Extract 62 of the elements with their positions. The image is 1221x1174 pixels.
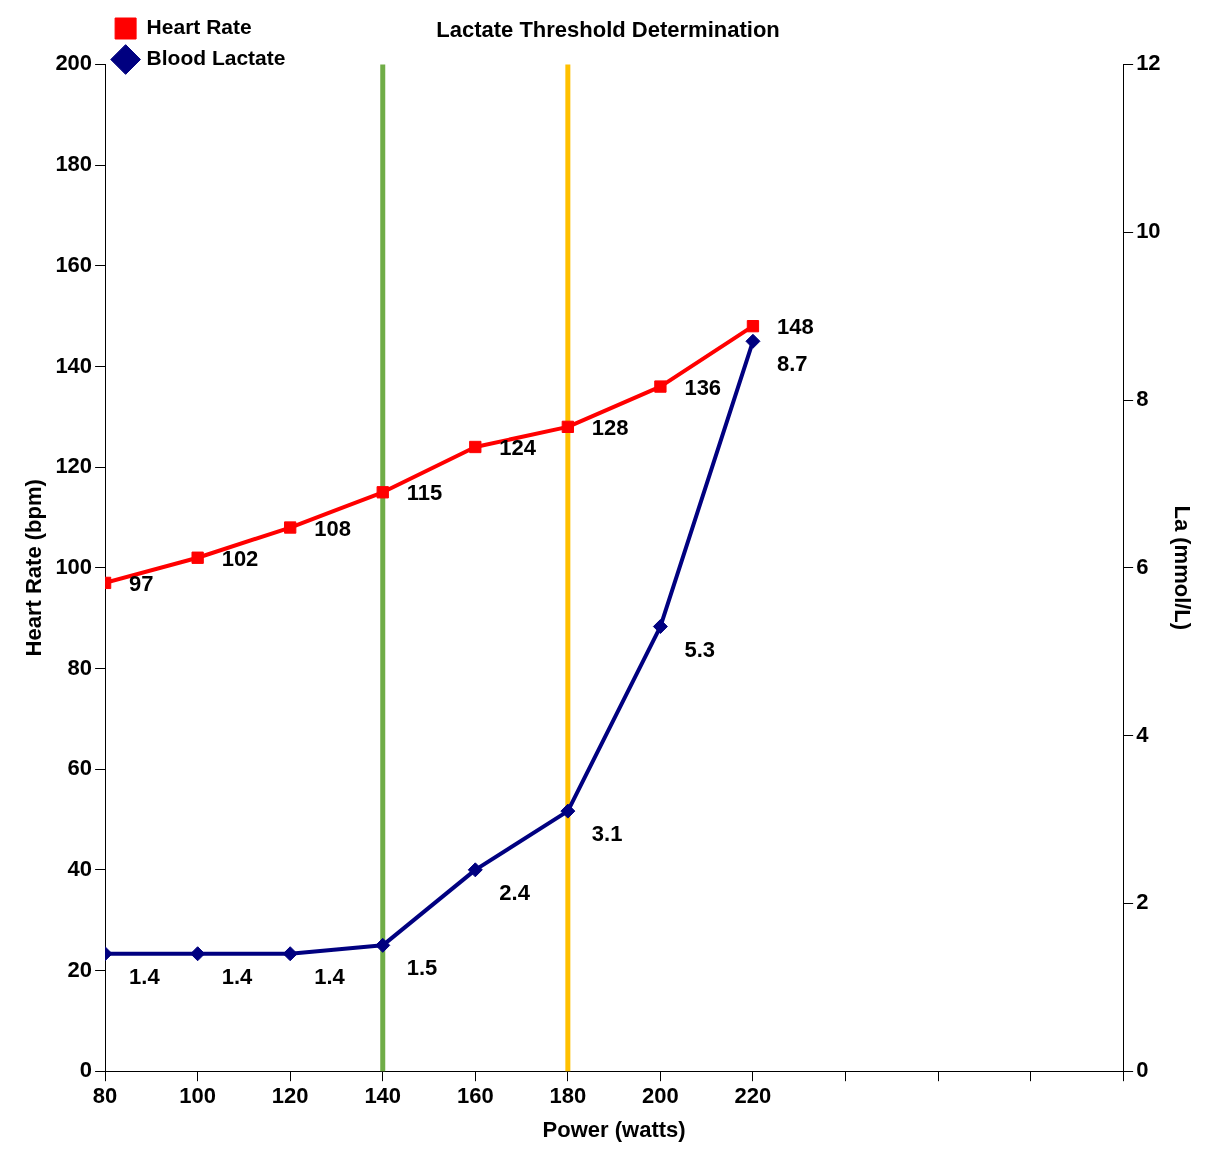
data-label: 124 — [499, 435, 537, 461]
y-tick-label: 120 — [55, 453, 93, 479]
data-label: 148 — [776, 314, 814, 340]
point — [469, 440, 482, 454]
y-tick-label: 140 — [55, 352, 93, 378]
point — [282, 946, 298, 962]
point — [561, 420, 574, 434]
point — [191, 551, 204, 564]
data-label: 2.4 — [499, 879, 531, 905]
legend-label: Blood Lactate — [146, 46, 286, 70]
point — [746, 320, 760, 333]
y2-axis-title: La (mmol/L) — [1169, 505, 1195, 631]
x-tick-label: 80 — [92, 1083, 118, 1109]
point — [375, 937, 391, 953]
data-label: 1.4 — [129, 963, 161, 989]
data-label: 1.4 — [221, 963, 253, 989]
y-tick-label: 160 — [55, 251, 93, 277]
point — [560, 803, 576, 819]
point — [190, 946, 206, 962]
y-tick-label: 200 — [55, 50, 93, 76]
data-label: 3.1 — [591, 821, 623, 847]
x-tick-label: 160 — [456, 1083, 494, 1109]
data-label: 5.3 — [684, 636, 715, 662]
x-tick-label: 100 — [179, 1083, 217, 1109]
x-tick-label: 120 — [271, 1083, 309, 1109]
x-axis-title: Power (watts) — [542, 1116, 686, 1142]
x-tick-label: 200 — [642, 1083, 679, 1109]
data-label: 1.5 — [406, 955, 438, 981]
point — [745, 333, 761, 349]
y-tick-label: 0 — [79, 1057, 93, 1083]
data-label: 97 — [129, 570, 154, 596]
y-tick-label: 20 — [67, 956, 93, 982]
point — [284, 521, 297, 534]
y2-tick-label: 6 — [1136, 553, 1149, 579]
y2-tick-label: 12 — [1136, 50, 1161, 76]
y2-tick-label: 8 — [1136, 386, 1149, 412]
legend-label: Heart Rate — [146, 15, 252, 39]
point — [376, 486, 389, 499]
data-label: 115 — [406, 480, 443, 506]
y-axis-title: Heart Rate (bpm) — [21, 479, 47, 657]
y-tick-label: 60 — [67, 755, 93, 781]
y2-tick-label: 10 — [1136, 218, 1161, 244]
data-label: 8.7 — [776, 351, 808, 377]
data-label: 128 — [591, 414, 629, 440]
y-tick-label: 40 — [67, 855, 93, 881]
data-label: 108 — [314, 515, 351, 541]
y2-tick-label: 4 — [1136, 721, 1150, 747]
point — [654, 380, 667, 393]
y-tick-label: 180 — [55, 151, 93, 177]
chart-title: Lactate Threshold Determination — [436, 17, 780, 43]
data-label: 102 — [221, 545, 259, 571]
data-label: 1.4 — [314, 963, 346, 989]
y-tick-label: 80 — [67, 654, 93, 680]
point — [467, 862, 483, 878]
y2-tick-label: 0 — [1136, 1057, 1149, 1083]
point — [652, 619, 668, 635]
data-label: 136 — [684, 374, 722, 400]
x-tick-label: 180 — [549, 1083, 587, 1109]
x-tick-label: 220 — [734, 1083, 772, 1109]
y-tick-label: 100 — [55, 553, 93, 579]
x-tick-label: 140 — [364, 1083, 402, 1109]
y2-tick-label: 2 — [1136, 889, 1149, 915]
